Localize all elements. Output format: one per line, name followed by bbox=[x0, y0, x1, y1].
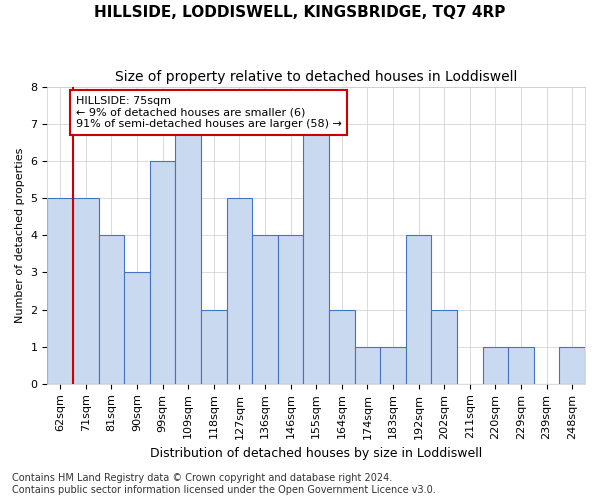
Bar bbox=[252, 235, 278, 384]
X-axis label: Distribution of detached houses by size in Loddiswell: Distribution of detached houses by size … bbox=[150, 447, 482, 460]
Y-axis label: Number of detached properties: Number of detached properties bbox=[15, 148, 25, 323]
Bar bbox=[278, 235, 304, 384]
Bar bbox=[98, 235, 124, 384]
Bar bbox=[482, 346, 508, 384]
Bar bbox=[431, 310, 457, 384]
Text: HILLSIDE, LODDISWELL, KINGSBRIDGE, TQ7 4RP: HILLSIDE, LODDISWELL, KINGSBRIDGE, TQ7 4… bbox=[94, 5, 506, 20]
Bar bbox=[355, 346, 380, 384]
Bar bbox=[380, 346, 406, 384]
Bar bbox=[47, 198, 73, 384]
Bar bbox=[508, 346, 534, 384]
Text: HILLSIDE: 75sqm
← 9% of detached houses are smaller (6)
91% of semi-detached hou: HILLSIDE: 75sqm ← 9% of detached houses … bbox=[76, 96, 341, 129]
Bar bbox=[559, 346, 585, 384]
Bar bbox=[227, 198, 252, 384]
Bar bbox=[406, 235, 431, 384]
Bar bbox=[124, 272, 150, 384]
Title: Size of property relative to detached houses in Loddiswell: Size of property relative to detached ho… bbox=[115, 70, 517, 84]
Text: Contains HM Land Registry data © Crown copyright and database right 2024.
Contai: Contains HM Land Registry data © Crown c… bbox=[12, 474, 436, 495]
Bar bbox=[304, 124, 329, 384]
Bar bbox=[73, 198, 98, 384]
Bar bbox=[329, 310, 355, 384]
Bar bbox=[175, 124, 201, 384]
Bar bbox=[201, 310, 227, 384]
Bar bbox=[150, 161, 175, 384]
